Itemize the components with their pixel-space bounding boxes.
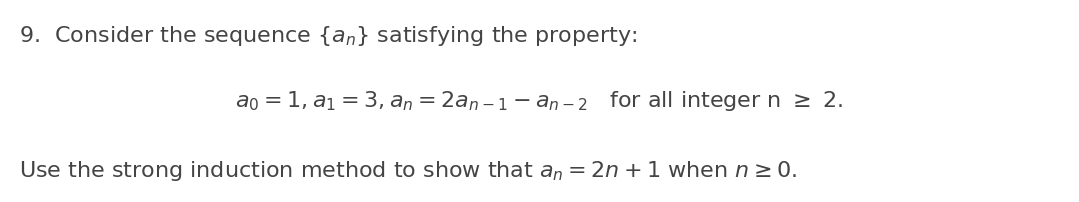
Text: 9.  Consider the sequence $\{a_n\}$ satisfying the property:: 9. Consider the sequence $\{a_n\}$ satis…	[19, 24, 638, 48]
Text: $a_0 = 1, a_1 = 3, a_n = 2a_{n-1} - a_{n-2}$   for all integer n $\geq$ 2.: $a_0 = 1, a_1 = 3, a_n = 2a_{n-1} - a_{n…	[235, 89, 844, 113]
Text: Use the strong induction method to show that $a_n = 2n + 1$ when $n \geq 0$.: Use the strong induction method to show …	[19, 158, 797, 182]
